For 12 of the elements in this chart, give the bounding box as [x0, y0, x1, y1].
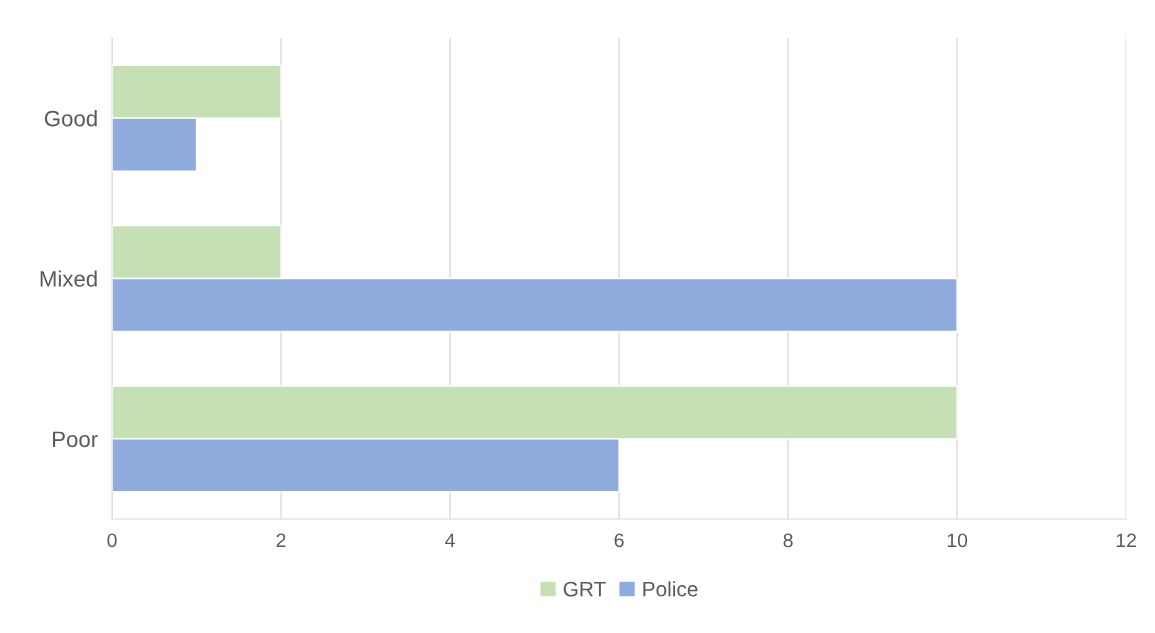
x-tick-label: 2 [276, 533, 286, 548]
y-tick-label: Poor [53, 431, 98, 448]
legend-label: GRT [563, 581, 606, 597]
x-tick-label: 8 [783, 533, 793, 548]
y-tick-label: Mixed [40, 270, 97, 287]
y-tick-label: Good [44, 110, 97, 127]
x-tick-label: 4 [445, 533, 455, 548]
x-tick-label: 0 [107, 533, 117, 548]
x-tick-label: 6 [614, 533, 624, 548]
x-tick-label: 12 [1116, 533, 1136, 548]
x-tick-label: 10 [947, 533, 968, 548]
legend-label: Police [643, 581, 698, 597]
